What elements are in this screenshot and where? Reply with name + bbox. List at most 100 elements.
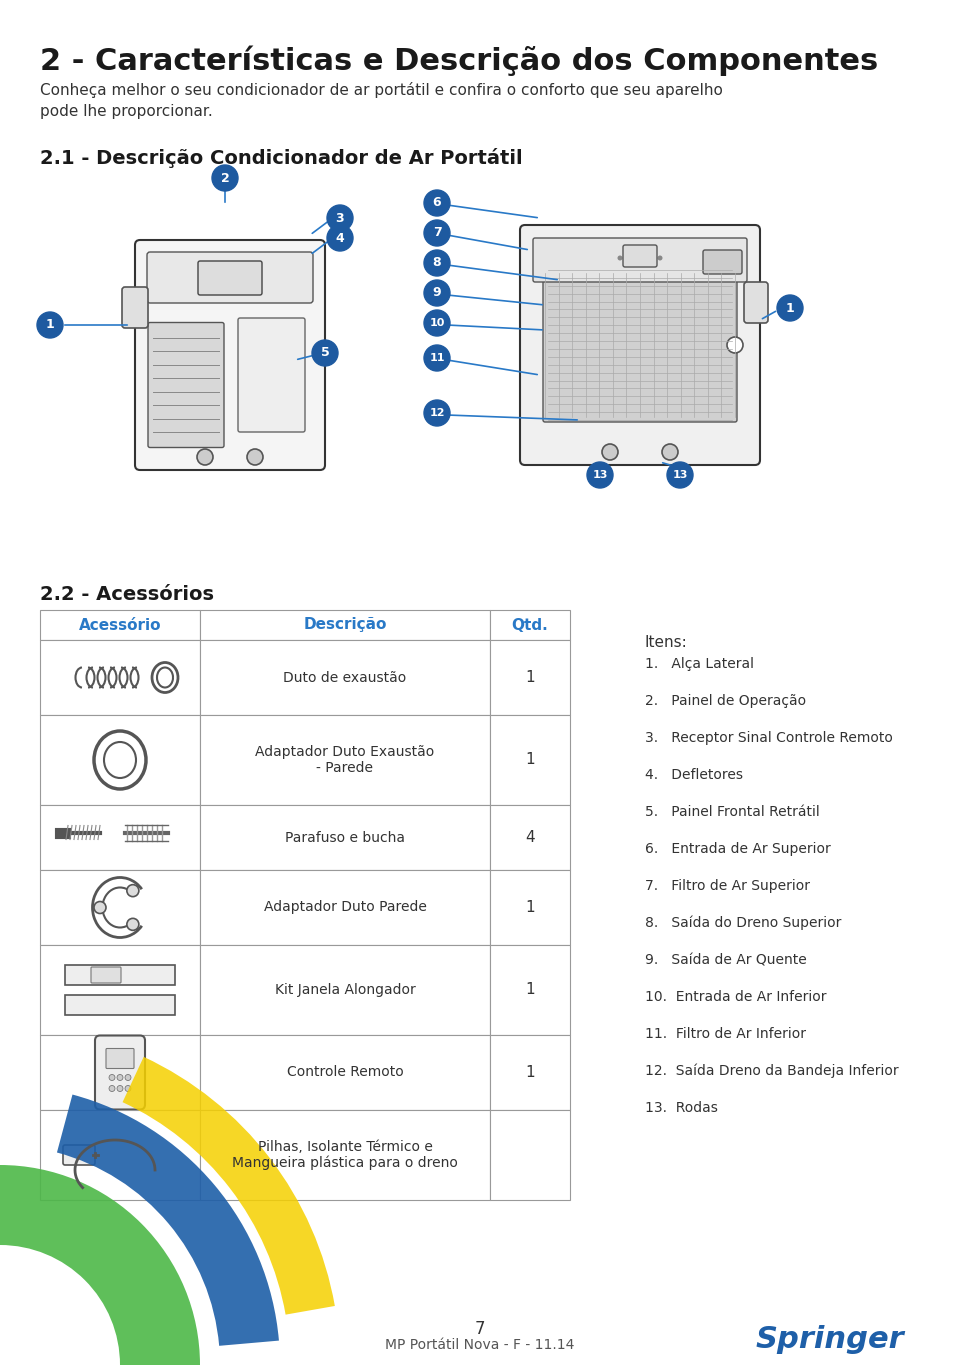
Circle shape [125, 1074, 131, 1081]
Wedge shape [0, 1164, 200, 1365]
Text: 1: 1 [525, 670, 535, 685]
Circle shape [424, 400, 450, 426]
Text: 1: 1 [525, 900, 535, 915]
Text: 12.  Saída Dreno da Bandeja Inferior: 12. Saída Dreno da Bandeja Inferior [645, 1063, 899, 1078]
FancyBboxPatch shape [200, 870, 490, 945]
FancyBboxPatch shape [40, 715, 200, 805]
Text: Kit Janela Alongador: Kit Janela Alongador [275, 983, 416, 996]
FancyBboxPatch shape [520, 225, 760, 465]
FancyBboxPatch shape [40, 805, 200, 870]
Text: Pilhas, Isolante Térmico e
Mangueira plástica para o dreno: Pilhas, Isolante Térmico e Mangueira plá… [232, 1140, 458, 1170]
Circle shape [117, 1074, 123, 1081]
FancyBboxPatch shape [490, 805, 570, 870]
Text: 6.   Entrada de Ar Superior: 6. Entrada de Ar Superior [645, 842, 830, 856]
Text: 3: 3 [336, 212, 345, 224]
FancyBboxPatch shape [63, 1145, 95, 1164]
Text: 3.   Receptor Sinal Controle Remoto: 3. Receptor Sinal Controle Remoto [645, 732, 893, 745]
Circle shape [637, 255, 642, 261]
FancyBboxPatch shape [533, 238, 747, 283]
Text: Acessório: Acessório [79, 617, 161, 632]
Text: 2.1 - Descrição Condicionador de Ar Portátil: 2.1 - Descrição Condicionador de Ar Port… [40, 147, 522, 168]
Text: Duto de exaustão: Duto de exaustão [283, 670, 407, 684]
FancyBboxPatch shape [490, 640, 570, 715]
Wedge shape [123, 1057, 335, 1314]
Circle shape [247, 449, 263, 465]
Text: 4: 4 [525, 830, 535, 845]
Text: 2.2 - Acessórios: 2.2 - Acessórios [40, 586, 214, 603]
Text: Conheça melhor o seu condicionador de ar portátil e confira o conforto que seu a: Conheça melhor o seu condicionador de ar… [40, 82, 723, 119]
Text: 11: 11 [429, 354, 444, 363]
Text: 5.   Painel Frontal Retrátil: 5. Painel Frontal Retrátil [645, 805, 820, 819]
Text: Descrição: Descrição [303, 617, 387, 632]
Text: 1.   Alça Lateral: 1. Alça Lateral [645, 657, 754, 672]
Circle shape [424, 280, 450, 306]
FancyBboxPatch shape [490, 715, 570, 805]
Text: Springer: Springer [756, 1325, 904, 1354]
FancyBboxPatch shape [95, 1036, 145, 1110]
Text: Controle Remoto: Controle Remoto [287, 1066, 403, 1080]
Circle shape [127, 919, 139, 931]
Circle shape [658, 255, 662, 261]
Circle shape [587, 461, 613, 489]
FancyBboxPatch shape [490, 945, 570, 1035]
Text: 9.   Saída de Ar Quente: 9. Saída de Ar Quente [645, 953, 806, 966]
Text: Adaptador Duto Exaustão
- Parede: Adaptador Duto Exaustão - Parede [255, 745, 435, 775]
FancyBboxPatch shape [40, 610, 200, 640]
Circle shape [602, 444, 618, 460]
Circle shape [127, 885, 139, 897]
Circle shape [109, 1085, 115, 1092]
Wedge shape [57, 1095, 279, 1346]
Circle shape [424, 220, 450, 246]
Text: 13: 13 [592, 470, 608, 480]
Text: 4.   Defletores: 4. Defletores [645, 768, 743, 782]
FancyBboxPatch shape [198, 261, 262, 295]
FancyBboxPatch shape [200, 945, 490, 1035]
Circle shape [628, 255, 633, 261]
Circle shape [312, 340, 338, 366]
Text: 10.  Entrada de Ar Inferior: 10. Entrada de Ar Inferior [645, 990, 827, 1005]
Circle shape [212, 165, 238, 191]
Circle shape [727, 337, 743, 354]
Circle shape [327, 205, 353, 231]
Text: Itens:: Itens: [645, 635, 687, 650]
Text: 7: 7 [433, 227, 442, 239]
Text: 1: 1 [525, 752, 535, 767]
Text: 9: 9 [433, 287, 442, 299]
FancyBboxPatch shape [744, 283, 768, 324]
FancyBboxPatch shape [200, 805, 490, 870]
Circle shape [667, 461, 693, 489]
Text: 7: 7 [475, 1320, 485, 1338]
FancyBboxPatch shape [200, 1110, 490, 1200]
Circle shape [424, 190, 450, 216]
Circle shape [777, 295, 803, 321]
Text: 13: 13 [672, 470, 687, 480]
Circle shape [647, 255, 653, 261]
Text: 10: 10 [429, 318, 444, 328]
FancyBboxPatch shape [65, 995, 175, 1016]
Text: 1: 1 [785, 302, 794, 314]
FancyBboxPatch shape [65, 965, 175, 986]
FancyBboxPatch shape [148, 322, 224, 448]
FancyBboxPatch shape [40, 870, 200, 945]
Circle shape [662, 444, 678, 460]
Circle shape [117, 1085, 123, 1092]
FancyBboxPatch shape [147, 253, 313, 303]
FancyBboxPatch shape [200, 1035, 490, 1110]
Circle shape [197, 449, 213, 465]
FancyBboxPatch shape [40, 1035, 200, 1110]
Text: 13.  Rodas: 13. Rodas [645, 1102, 718, 1115]
Text: 2 - Características e Descrição dos Componentes: 2 - Características e Descrição dos Comp… [40, 45, 878, 75]
FancyBboxPatch shape [703, 250, 742, 274]
FancyBboxPatch shape [200, 610, 490, 640]
Circle shape [424, 345, 450, 371]
Text: 8.   Saída do Dreno Superior: 8. Saída do Dreno Superior [645, 916, 841, 931]
FancyBboxPatch shape [490, 1110, 570, 1200]
Circle shape [617, 255, 622, 261]
Circle shape [125, 1085, 131, 1092]
Circle shape [94, 901, 106, 913]
Circle shape [424, 250, 450, 276]
FancyBboxPatch shape [623, 244, 657, 268]
FancyBboxPatch shape [106, 1048, 134, 1069]
Circle shape [327, 225, 353, 251]
FancyBboxPatch shape [490, 1035, 570, 1110]
